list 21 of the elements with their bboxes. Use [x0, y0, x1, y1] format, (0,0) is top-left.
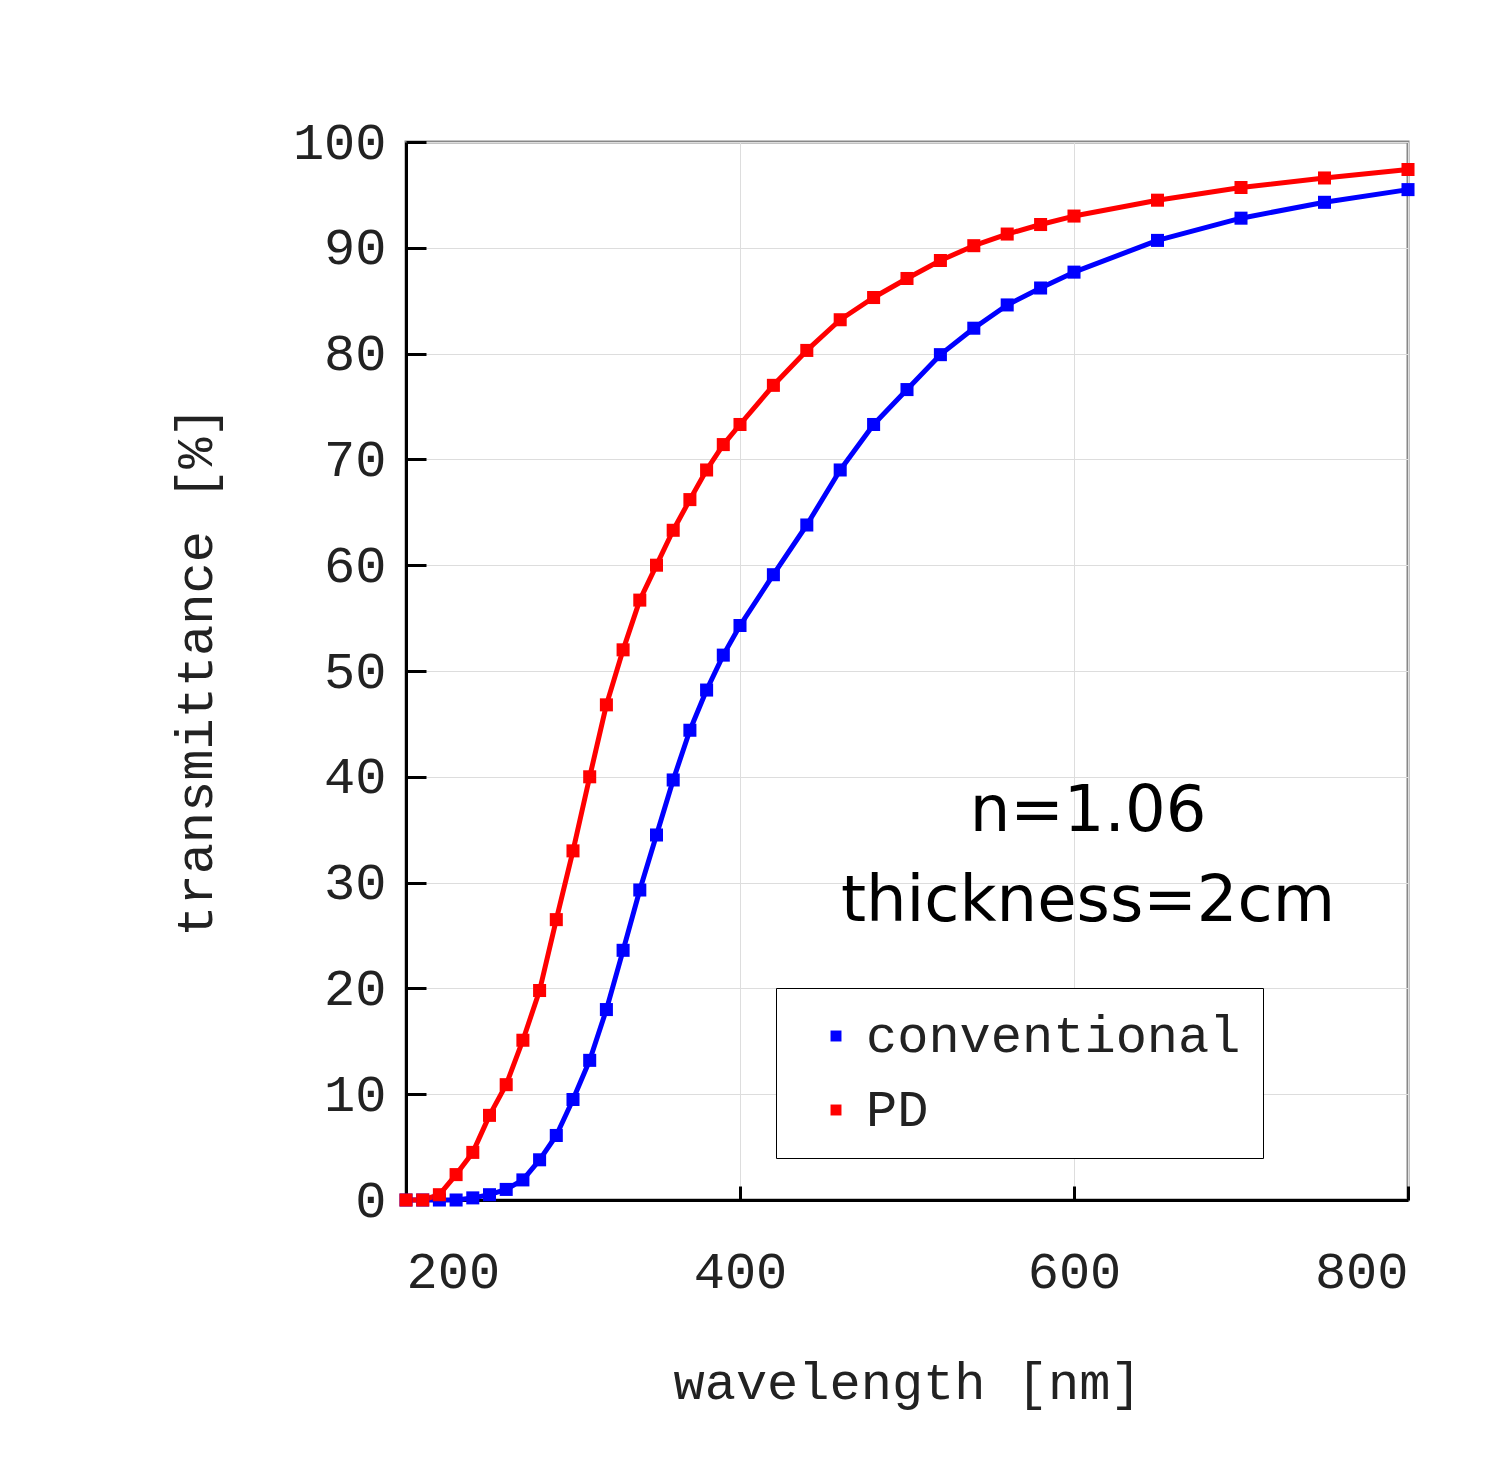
y-tick-label: 40 [324, 750, 387, 810]
y-axis-title: transmittance [%] [168, 406, 228, 937]
annotation: n=1.06 [969, 772, 1207, 846]
y-tick-label: 20 [324, 961, 387, 1021]
x-tick-label: 400 [693, 1244, 788, 1304]
y-tick-label: 30 [324, 856, 387, 916]
x-tick-label: 200 [406, 1244, 501, 1304]
x-axis-title: wavelength [nm] [673, 1355, 1142, 1415]
x-tick-label: 600 [1027, 1244, 1122, 1304]
y-tick-label: 60 [324, 538, 387, 598]
y-tick-label: 10 [324, 1067, 387, 1127]
x-tick-label: 800 [1314, 1244, 1409, 1304]
y-tick-label: 0 [355, 1173, 387, 1233]
annotation: thickness=2cm [840, 862, 1336, 936]
legend-label: PD [866, 1083, 929, 1142]
y-tick-label: 90 [324, 221, 387, 281]
y-tick-label: 100 [292, 115, 387, 175]
y-tick-label: 80 [324, 327, 387, 387]
y-tick-label: 50 [324, 644, 387, 704]
legend-label: conventional [866, 1009, 1241, 1068]
y-tick-label: 70 [324, 432, 387, 492]
